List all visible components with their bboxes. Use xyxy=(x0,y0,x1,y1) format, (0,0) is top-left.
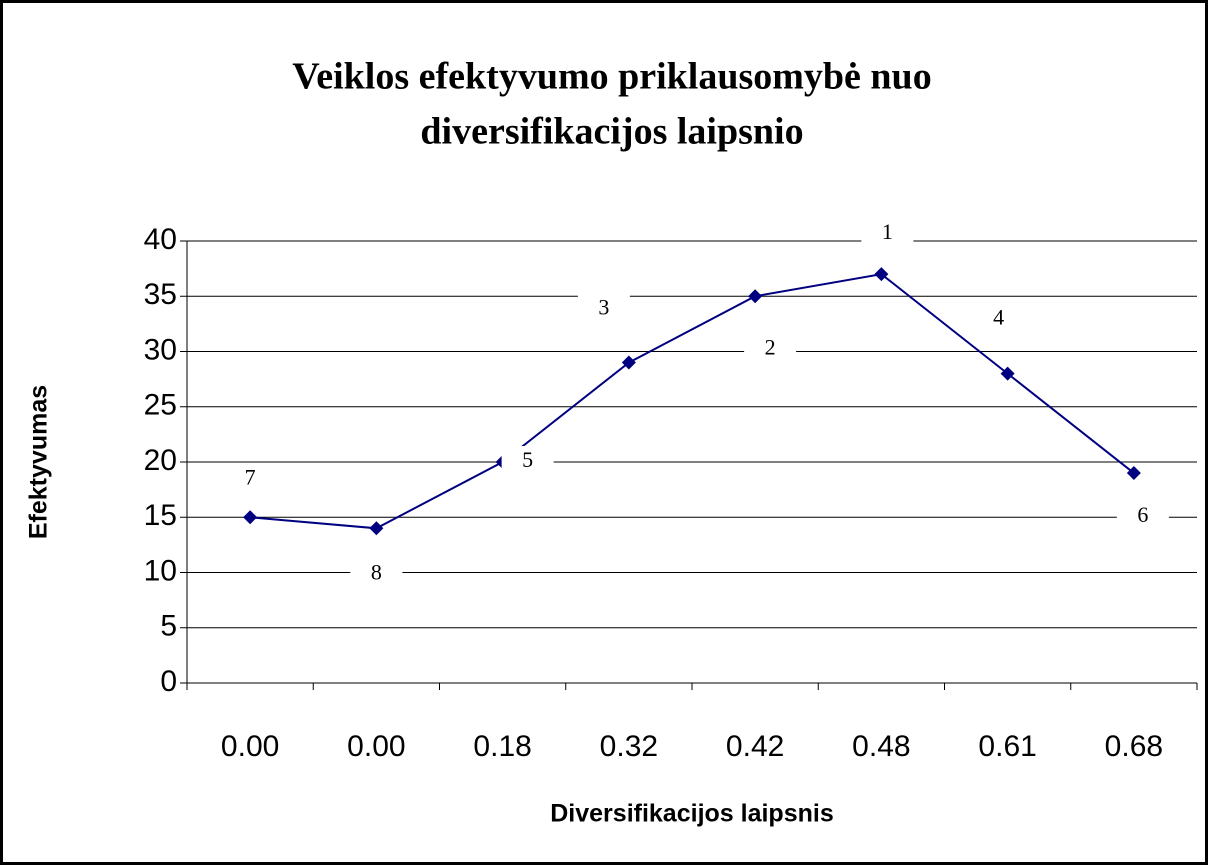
point-marker xyxy=(243,510,258,525)
y-tick-label: 30 xyxy=(144,333,177,366)
y-axis-title: Efektyvumas xyxy=(25,385,53,539)
x-tick-label: 0.00 xyxy=(221,730,279,763)
label-background xyxy=(1116,501,1169,534)
y-tick-label: 15 xyxy=(144,499,177,532)
point-marker xyxy=(1000,366,1015,381)
x-tick-label: 0.68 xyxy=(1105,730,1163,763)
x-tick-label: 0.00 xyxy=(347,730,405,763)
y-tick-label: 5 xyxy=(160,610,177,643)
y-tick-label: 40 xyxy=(144,223,177,256)
label-background xyxy=(972,303,1025,336)
y-tick-label: 35 xyxy=(144,278,177,311)
label-background xyxy=(577,293,630,326)
point-label: 5 xyxy=(522,447,533,472)
y-tick-label: 10 xyxy=(144,554,177,587)
point-marker xyxy=(1126,466,1141,481)
point-label: 1 xyxy=(882,219,893,244)
y-tick-label: 25 xyxy=(144,389,177,422)
label-background xyxy=(744,333,797,366)
point-label: 3 xyxy=(598,295,609,320)
x-tick-label: 0.61 xyxy=(978,730,1036,763)
x-tick-label: 0.48 xyxy=(852,730,910,763)
x-tick-label: 0.42 xyxy=(726,730,784,763)
y-tick-label: 0 xyxy=(160,665,177,698)
label-background xyxy=(224,463,277,496)
point-label: 6 xyxy=(1137,502,1148,527)
point-marker xyxy=(621,355,636,370)
point-label: 2 xyxy=(765,334,776,359)
label-background xyxy=(350,558,403,591)
point-marker xyxy=(748,289,763,304)
x-tick-label: 0.32 xyxy=(600,730,658,763)
chart-title: diversifikacijos laipsnio xyxy=(420,111,803,153)
point-label: 8 xyxy=(371,559,382,584)
x-tick-label: 0.18 xyxy=(473,730,531,763)
label-background xyxy=(861,218,914,251)
chart-title: Veiklos efektyvumo priklausomybė nuo xyxy=(292,56,931,98)
point-label: 4 xyxy=(993,305,1004,330)
point-marker xyxy=(369,521,384,536)
point-label: 7 xyxy=(245,464,256,489)
label-background xyxy=(501,446,554,478)
series-line xyxy=(250,273,1135,530)
y-tick-label: 20 xyxy=(144,444,177,477)
x-axis-title: Diversifikacijos laipsnis xyxy=(550,800,833,828)
point-marker xyxy=(874,267,889,282)
